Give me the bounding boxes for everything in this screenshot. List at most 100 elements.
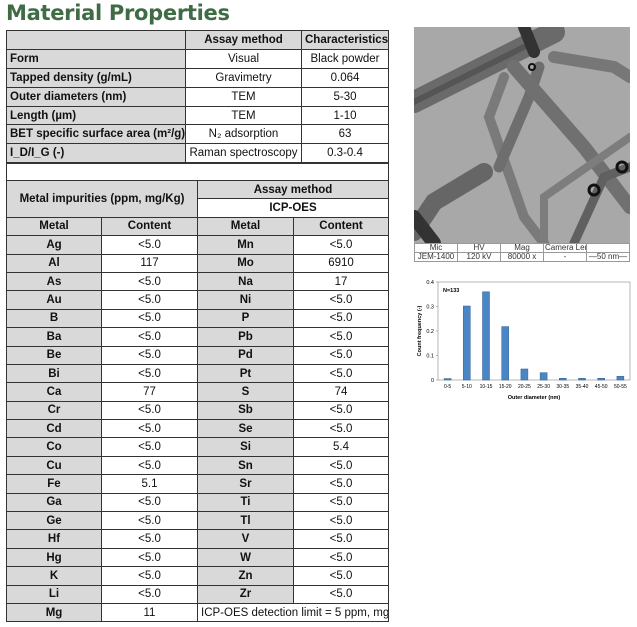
metal-content: 5.4 — [293, 437, 389, 457]
metal-name: Au — [6, 290, 102, 310]
x-tick-label: 35-40 — [576, 384, 589, 390]
impurity-row: B <5.0 P <5.0 — [6, 308, 389, 329]
metal-content: <5.0 — [293, 529, 389, 549]
x-axis-label: Outer diameter (nm) — [508, 395, 561, 401]
metal-content: <5.0 — [101, 566, 198, 586]
caption-value: 80000 x — [500, 252, 544, 262]
metal-name: Ni — [197, 290, 294, 310]
metal-name: Si — [197, 437, 294, 457]
property-method: Raman spectroscopy — [185, 143, 302, 164]
y-tick-label: 0.1 — [426, 354, 434, 360]
metal-name: Fe — [6, 474, 102, 494]
property-value: 0.3-0.4 — [301, 143, 389, 164]
impurity-row: Hf <5.0 V <5.0 — [6, 529, 389, 549]
property-label: I_D/I_G (-) — [6, 143, 186, 164]
histogram-bar — [539, 372, 548, 381]
header-cell: Assay method — [185, 30, 302, 50]
y-tick-label: 0.2 — [426, 329, 434, 335]
caption-value: - — [543, 252, 587, 262]
metal-content: 11 — [101, 602, 198, 623]
diameter-histogram: N=133 Count frequency (-) Outer diameter… — [417, 280, 631, 401]
metal-content: <5.0 — [293, 363, 389, 384]
metal-content: <5.0 — [293, 235, 389, 255]
impurity-row: K <5.0 Zn <5.0 — [6, 566, 389, 586]
property-value: 5-30 — [301, 86, 389, 107]
impurity-row: Hg <5.0 W <5.0 — [6, 547, 389, 568]
metal-name: Tl — [197, 511, 294, 531]
metal-name: B — [6, 308, 102, 329]
metal-name: Sn — [197, 455, 294, 476]
metal-name: Mg — [6, 602, 102, 623]
caption-value: —50 nm— — [586, 252, 630, 262]
property-method: TEM — [185, 105, 302, 126]
metal-name: Mo — [197, 253, 294, 273]
metal-content: <5.0 — [293, 511, 389, 531]
col-content: Content — [101, 216, 198, 237]
metal-name: P — [197, 308, 294, 329]
metal-content: <5.0 — [101, 400, 198, 421]
impurity-row: Ca 77 S 74 — [6, 382, 389, 402]
caption-header: Camera Length — [543, 243, 587, 253]
impurity-row: Bi <5.0 Pt <5.0 — [6, 363, 389, 384]
metal-name: Cr — [6, 400, 102, 421]
metal-name: Ag — [6, 235, 102, 255]
tem-image — [403, 21, 637, 250]
metal-content: 74 — [293, 382, 389, 402]
metal-content: <5.0 — [293, 308, 389, 329]
property-method: Gravimetry — [185, 67, 302, 88]
metal-name: Pd — [197, 345, 294, 365]
y-tick-label: 0.3 — [426, 305, 434, 311]
metal-content: 5.1 — [101, 474, 198, 494]
impurity-row: Mg 11 ICP-OES detection limit = 5 ppm, mg… — [6, 602, 389, 623]
property-row: Outer diameters (nm) TEM 5-30 — [6, 86, 389, 107]
metal-name: Hf — [6, 529, 102, 549]
detection-limit-note: ICP-OES detection limit = 5 ppm, mg/Kg — [197, 602, 389, 623]
metal-content: <5.0 — [293, 400, 389, 421]
histogram-bar — [520, 368, 529, 381]
x-tick-label: 10-15 — [480, 384, 493, 390]
x-tick-label: 5-10 — [462, 384, 472, 390]
metal-name: Be — [6, 345, 102, 365]
impurity-row: Co <5.0 Si 5.4 — [6, 437, 389, 457]
histogram-bar — [597, 378, 605, 381]
histogram-bar — [559, 378, 567, 381]
metal-content: <5.0 — [101, 584, 198, 604]
x-tick-label: 30-35 — [556, 384, 569, 390]
caption-header: Mag — [500, 243, 544, 253]
y-tick-label: 0.4 — [426, 280, 434, 286]
metal-content: <5.0 — [101, 235, 198, 255]
metal-content: <5.0 — [293, 455, 389, 476]
x-tick-label: 15-20 — [499, 384, 512, 390]
caption-value: 120 kV — [457, 252, 501, 262]
property-method: TEM — [185, 86, 302, 107]
impurity-row: Al 117 Mo 6910 — [6, 253, 389, 273]
histogram-bar — [501, 326, 509, 381]
metal-content: <5.0 — [101, 327, 198, 347]
n-annotation: N=133 — [443, 288, 459, 294]
property-label: Outer diameters (nm) — [6, 86, 186, 107]
header-cell: Characteristics — [301, 30, 389, 50]
impurity-row: Cd <5.0 Se <5.0 — [6, 419, 389, 439]
metal-content: <5.0 — [101, 271, 198, 292]
col-metal: Metal — [6, 216, 102, 237]
impurity-row: Cr <5.0 Sb <5.0 — [6, 400, 389, 421]
metal-name: Cu — [6, 455, 102, 476]
property-label: Length (µm) — [6, 105, 186, 126]
property-value: 1-10 — [301, 105, 389, 126]
metal-content: 17 — [293, 271, 389, 292]
property-label: Form — [6, 48, 186, 69]
caption-value: JEM-1400 — [414, 252, 458, 262]
metal-name: Ga — [6, 492, 102, 513]
impurity-row: Fe 5.1 Sr <5.0 — [6, 474, 389, 494]
impurity-row: Cu <5.0 Sn <5.0 — [6, 455, 389, 476]
metal-content: <5.0 — [101, 455, 198, 476]
metal-name: Ge — [6, 511, 102, 531]
property-value: 0.064 — [301, 67, 389, 88]
histogram-bar — [482, 291, 490, 381]
metal-content: 6910 — [293, 253, 389, 273]
metal-content: 117 — [101, 253, 198, 273]
property-method: Visual — [185, 48, 302, 69]
metal-content: <5.0 — [293, 345, 389, 365]
histogram-bar — [578, 378, 586, 381]
metal-name: Na — [197, 271, 294, 292]
